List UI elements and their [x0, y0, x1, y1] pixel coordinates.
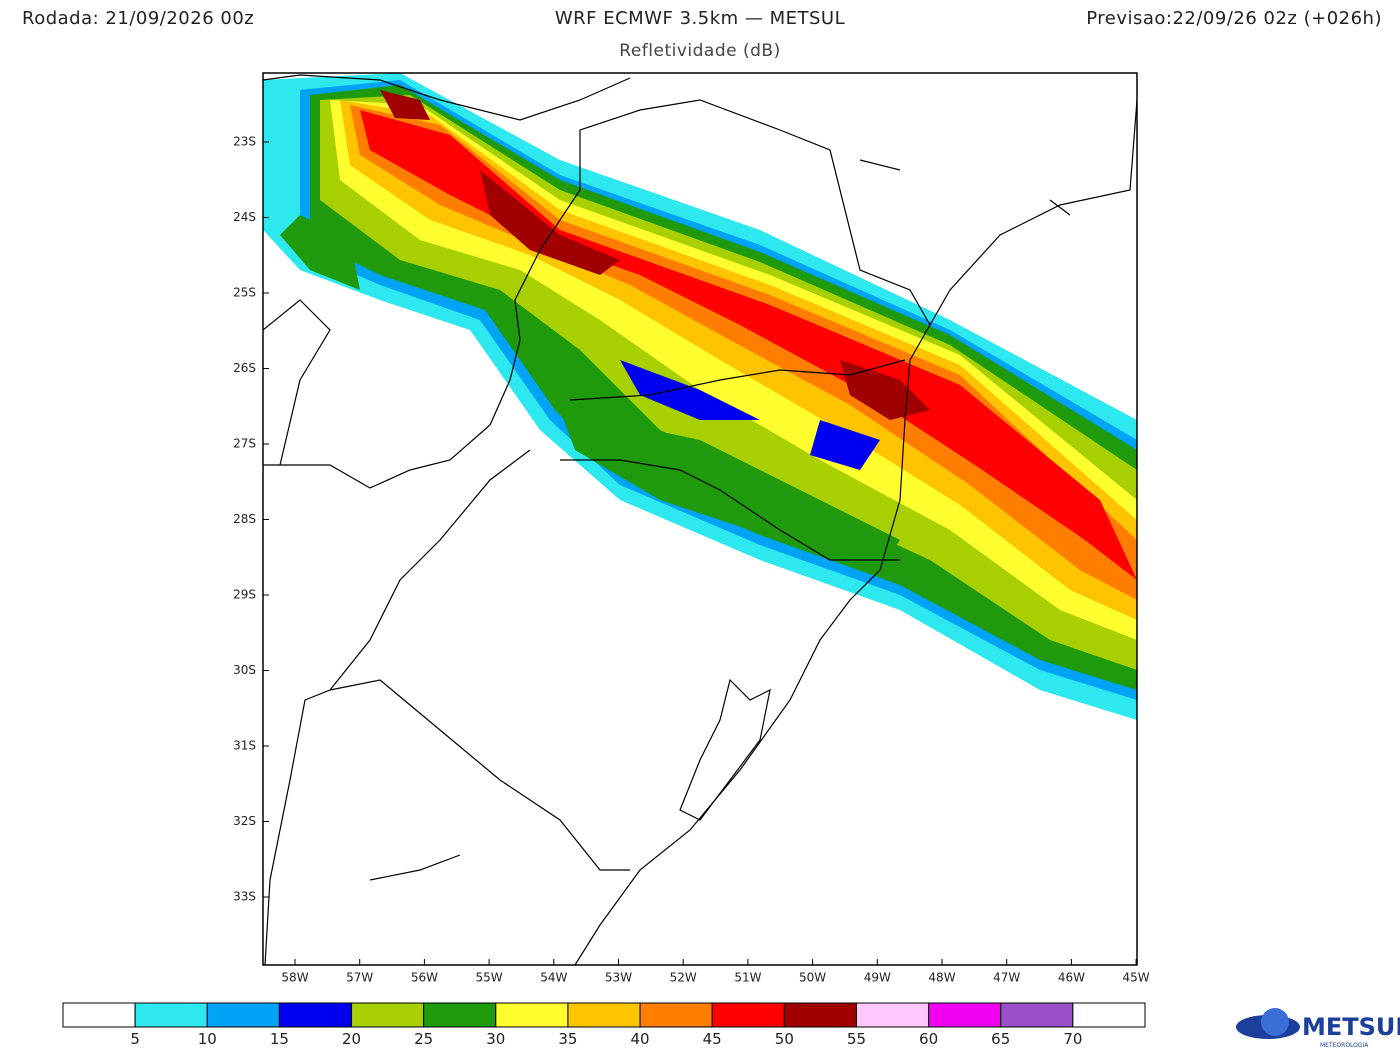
colorbar-label: 45	[703, 1030, 722, 1048]
lat-label: 32S	[233, 814, 256, 828]
colorbar-box	[423, 1002, 497, 1028]
lon-label: 52W	[670, 971, 697, 985]
colorbar-box	[928, 1002, 1002, 1028]
lat-label: 23S	[233, 135, 256, 149]
lon-label: 56W	[411, 971, 438, 985]
lon-label: 47W	[993, 971, 1020, 985]
lon-label: 54W	[540, 971, 567, 985]
colorbar-box	[711, 1002, 785, 1028]
lat-label: 26S	[233, 361, 256, 375]
lon-label: 58W	[281, 971, 308, 985]
colorbar-box	[495, 1002, 569, 1028]
logo-tagline: METEOROLOGIA	[1320, 1042, 1369, 1049]
colorbar-box	[783, 1002, 857, 1028]
lat-label: 28S	[233, 512, 256, 526]
logo-name: METSUL	[1302, 1013, 1400, 1041]
colorbar-box	[1000, 1002, 1074, 1028]
colorbar-label: 25	[414, 1030, 433, 1048]
lat-label: 31S	[233, 739, 256, 753]
lat-label: 25S	[233, 286, 256, 300]
colorbar-label: 55	[847, 1030, 866, 1048]
lon-label: 48W	[928, 971, 955, 985]
lon-label: 57W	[346, 971, 373, 985]
lon-label: 49W	[864, 971, 891, 985]
lat-label: 27S	[233, 437, 256, 451]
reflectivity-field	[263, 73, 1137, 720]
colorbar-label: 5	[130, 1030, 140, 1048]
borders	[263, 74, 1137, 965]
colorbar-box	[855, 1002, 930, 1028]
colorbar-label: 50	[775, 1030, 794, 1048]
colorbar-label: 65	[991, 1030, 1010, 1048]
colorbar-label: 40	[631, 1030, 650, 1048]
colorbar-box	[134, 1002, 208, 1028]
lon-label: 53W	[605, 971, 632, 985]
logo: METSUL METEOROLOGIA	[1236, 1008, 1400, 1049]
forecast-label: Previsao:22/09/26 02z (+026h)	[1086, 8, 1382, 29]
subtitle: Refletividade (dB)	[619, 41, 780, 61]
colorbar-box	[351, 1002, 425, 1028]
lon-label: 55W	[476, 971, 503, 985]
axis-ticks: 23S 24S 25S 26S 27S 28S 29S 30S 31S 32S 33S 58W 57W 5…	[233, 135, 1150, 985]
colorbar: 5 10 15 20 25 30 35 40 45 50 55 60 65 70	[62, 1002, 1146, 1048]
lon-label: 46W	[1058, 971, 1085, 985]
colorbar-label: 35	[558, 1030, 577, 1048]
run-label: Rodada: 21/09/2026 00z	[22, 8, 254, 29]
colorbar-box	[1072, 1002, 1146, 1028]
colorbar-box	[567, 1002, 641, 1028]
lat-label: 33S	[233, 890, 256, 904]
lon-label: 51W	[734, 971, 761, 985]
colorbar-box	[62, 1002, 136, 1028]
colorbar-box	[639, 1002, 713, 1028]
lat-label: 29S	[233, 588, 256, 602]
colorbar-label: 10	[198, 1030, 217, 1048]
lat-label: 24S	[233, 210, 256, 224]
lon-label: 45W	[1123, 971, 1150, 985]
colorbar-label: 15	[270, 1030, 289, 1048]
colorbar-box	[206, 1002, 280, 1028]
lat-label: 30S	[233, 663, 256, 677]
title: WRF ECMWF 3.5km — METSUL	[555, 8, 845, 29]
colorbar-label: 60	[919, 1030, 938, 1048]
colorbar-label: 20	[342, 1030, 361, 1048]
colorbar-label: 70	[1063, 1030, 1082, 1048]
lon-label: 50W	[799, 971, 826, 985]
colorbar-label: 30	[486, 1030, 505, 1048]
colorbar-box	[278, 1002, 353, 1028]
